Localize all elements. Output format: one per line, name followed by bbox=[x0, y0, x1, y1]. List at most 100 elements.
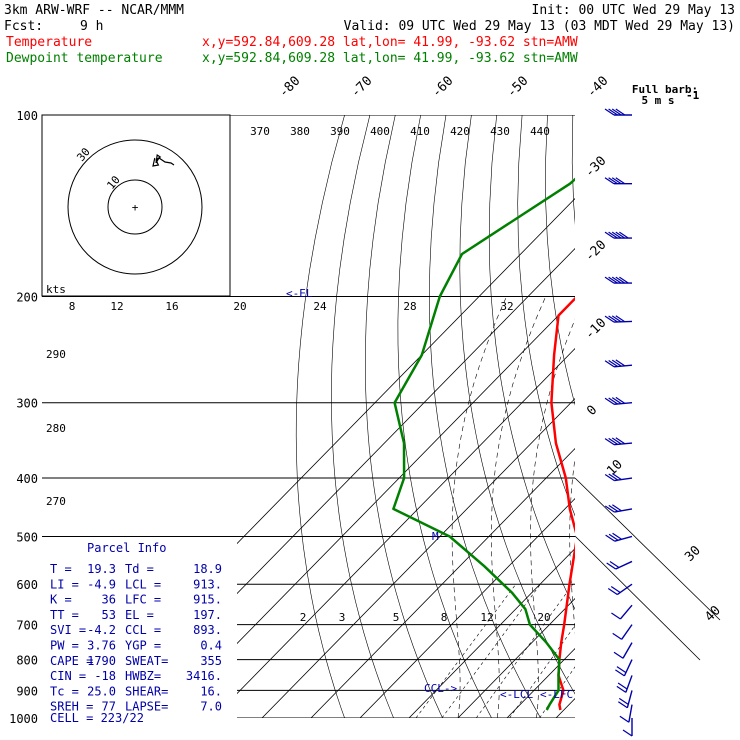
wind-barb-flag bbox=[612, 532, 622, 540]
right-temp-label-0: -30 bbox=[582, 154, 609, 181]
wind-barb-4 bbox=[604, 315, 633, 323]
hodograph-trace bbox=[152, 153, 175, 167]
wind-barb-flag bbox=[608, 359, 618, 367]
isotherm--50 bbox=[212, 348, 575, 718]
wind-barb-flag bbox=[611, 397, 622, 405]
isotherm--40 bbox=[261, 398, 575, 718]
parcel-row-1-col-1: -4.9 bbox=[87, 577, 116, 591]
wind-barb-flag bbox=[608, 437, 618, 445]
parcel-row-9-col-2: LAPSE= bbox=[125, 700, 168, 714]
mixing-ratio-label-20: 20 bbox=[537, 611, 550, 624]
pressure-label-400: 400 bbox=[16, 472, 38, 486]
lcl-marker: <-LCL bbox=[500, 688, 533, 701]
wind-barb-10 bbox=[605, 532, 633, 542]
theta-label-390: 390 bbox=[330, 125, 350, 138]
ccl-marker: CCL-> bbox=[424, 682, 457, 695]
wind-barb-flag bbox=[604, 505, 615, 513]
frame-diagonal-upper bbox=[574, 477, 721, 621]
top-temp-label-3: -50 bbox=[504, 74, 531, 101]
barb-legend-title: Full barb: bbox=[632, 83, 698, 96]
dry-adiabat-270 bbox=[364, 115, 443, 718]
wind-barb-flag bbox=[608, 276, 618, 284]
parcel-row-3-col-2: EL = bbox=[125, 608, 154, 622]
wind-barb-flag bbox=[608, 397, 618, 405]
wind-barb-flag bbox=[618, 701, 628, 709]
upper-axis-label-32: 32 bbox=[500, 300, 513, 313]
parcel-row-4-col-3: 893. bbox=[193, 623, 222, 637]
parcel-row-8-col-1: 25.0 bbox=[87, 684, 116, 698]
hodograph-ring-inner bbox=[107, 179, 163, 235]
wind-barb-15 bbox=[613, 642, 633, 659]
wind-barb-flag bbox=[615, 396, 626, 404]
wind-barb-flag bbox=[608, 177, 618, 185]
parcel-row-0-col-3: 18.9 bbox=[193, 562, 222, 576]
upper-axis-label-16: 16 bbox=[165, 300, 178, 313]
parcel-row-9-col-0: SREH = bbox=[50, 700, 93, 714]
pressure-label-1000: 1000 bbox=[9, 712, 38, 726]
mixing-ratio-label-2: 2 bbox=[300, 611, 307, 624]
frame-diagonal-lower bbox=[574, 535, 701, 661]
theta-label-370: 370 bbox=[250, 125, 270, 138]
parcel-row-8-col-3: 16. bbox=[200, 684, 222, 698]
right-temp-label-3: 0 bbox=[584, 403, 600, 419]
wind-barb-flag bbox=[604, 108, 615, 116]
parcel-row-7-col-3: 3416. bbox=[186, 669, 222, 683]
top-temp-label-4: -40 bbox=[584, 74, 611, 101]
mixing-ratio-label-3: 3 bbox=[339, 611, 346, 624]
parcel-row-9-col-1: 77 bbox=[102, 700, 116, 714]
wind-barb-shaft bbox=[628, 704, 633, 723]
pressure-label-700: 700 bbox=[16, 619, 38, 633]
wind-barb-flag bbox=[617, 682, 628, 690]
pressure-label-900: 900 bbox=[16, 684, 38, 698]
hodograph-path bbox=[152, 153, 175, 167]
parcel-row-5-col-2: YGP = bbox=[125, 639, 161, 653]
theta-label-430: 430 bbox=[490, 125, 510, 138]
isotherm--20 bbox=[359, 498, 575, 718]
wind-barb-flag bbox=[612, 504, 622, 512]
wind-barb-flag bbox=[615, 276, 626, 284]
parcel-row-5-col-0: PW = bbox=[50, 639, 79, 653]
parcel-row-3-col-0: TT = bbox=[50, 608, 79, 622]
wind-barb-flag bbox=[604, 177, 615, 185]
dewpoint-legend: Dewpoint temperature bbox=[6, 51, 163, 66]
theta-label-410: 410 bbox=[410, 125, 430, 138]
wind-barb-shaft bbox=[625, 675, 633, 693]
temperature-location: x,y=592.84,609.28 lat,lon= 41.99, -93.62… bbox=[202, 35, 578, 50]
dry-adiabat-300 bbox=[459, 115, 575, 695]
parcel-row-8-col-2: SHEAR= bbox=[125, 684, 168, 698]
init-time: Init: 00 UTC Wed 29 May 13 bbox=[532, 3, 736, 18]
theta-label-440: 440 bbox=[530, 125, 550, 138]
wind-barb-7 bbox=[604, 437, 633, 446]
wind-barb-flag bbox=[611, 437, 622, 445]
wind-barb-14 bbox=[612, 624, 633, 640]
wind-barb-flag bbox=[615, 108, 626, 116]
wind-barb-flag bbox=[616, 685, 627, 693]
parcel-row-6-col-0: CAPE = bbox=[50, 654, 93, 668]
hodograph-center-icon: + bbox=[132, 201, 139, 214]
parcel-cell: CELL = 223/22 bbox=[50, 711, 144, 725]
dry-adiabat-360 bbox=[624, 115, 740, 718]
parcel-row-7-col-2: HWBZ= bbox=[125, 669, 161, 683]
wind-barb-8 bbox=[604, 473, 633, 482]
theta-label-420: 420 bbox=[450, 125, 470, 138]
right-temp-label-2: -10 bbox=[582, 316, 609, 343]
parcel-row-7-col-1: -18 bbox=[94, 669, 116, 683]
wind-barb-20 bbox=[622, 718, 633, 737]
upper-axis-label-12: 12 bbox=[110, 300, 123, 313]
wind-barb-6 bbox=[604, 396, 633, 405]
top-temp-label-2: -60 bbox=[429, 74, 456, 101]
wind-barb-flag bbox=[615, 669, 625, 677]
wind-barb-flag bbox=[622, 729, 633, 737]
wind-barb-18 bbox=[618, 690, 633, 709]
parcel-row-4-col-2: CCL = bbox=[125, 623, 161, 637]
wind-barb-9 bbox=[604, 504, 633, 513]
wind-barb-flag bbox=[610, 585, 621, 593]
wind-barb-flag bbox=[611, 108, 622, 116]
wind-barb-flag bbox=[604, 438, 615, 446]
wind-barb-shaft bbox=[623, 659, 633, 677]
wind-barb-flag bbox=[611, 315, 622, 323]
wind-barb-flag bbox=[613, 651, 624, 659]
wind-barb-flag bbox=[606, 562, 617, 570]
dry-adiabat-380 bbox=[674, 115, 740, 718]
